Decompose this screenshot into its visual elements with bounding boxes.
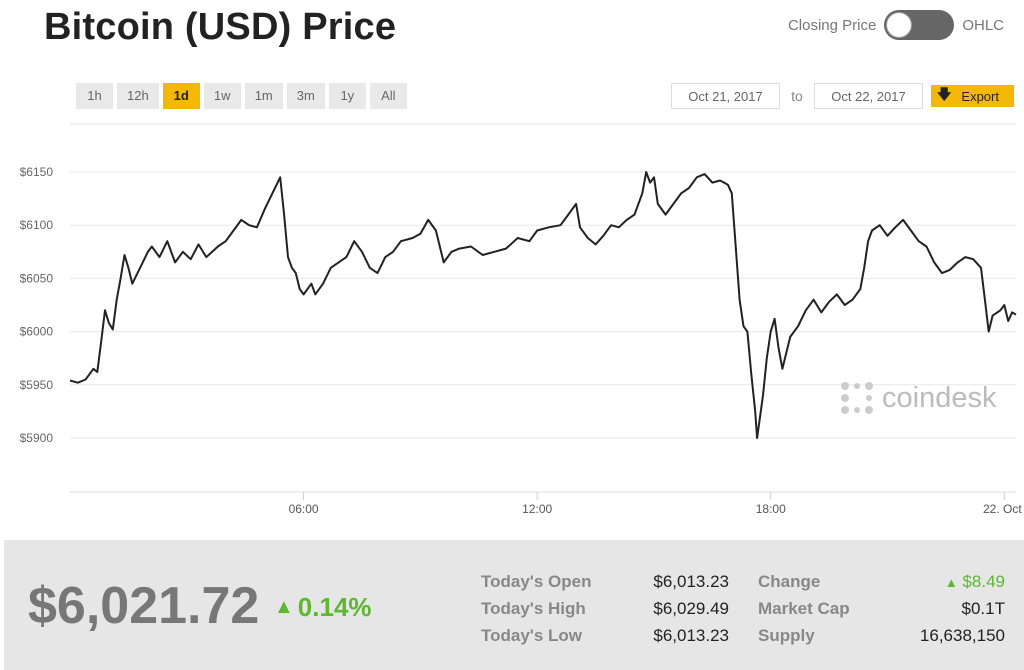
stat-value: $6,013.23 xyxy=(653,571,729,591)
change-value: $8.49 xyxy=(962,571,1005,591)
coindesk-logo-icon xyxy=(841,382,873,414)
stat-row-high: Today's High $6,029.49 xyxy=(481,595,729,622)
x-axis: 06:00 12:00 18:00 22. Oct xyxy=(70,491,1022,516)
y-tick-label: $6000 xyxy=(20,325,54,339)
watermark-text: coindesk xyxy=(882,381,997,414)
range-button-all[interactable]: All xyxy=(369,83,407,109)
stat-label: Supply xyxy=(758,625,815,645)
x-tick-label: 22. Oct xyxy=(983,502,1022,516)
closing-price-label: Closing Price xyxy=(787,16,877,34)
change-percent-value: 0.14% xyxy=(297,592,372,622)
stat-value: 16,638,150 xyxy=(919,625,1005,645)
ohlc-label: OHLC xyxy=(962,16,1004,34)
range-button-1w[interactable]: 1w xyxy=(203,83,241,109)
y-tick-label: $6100 xyxy=(20,218,54,232)
range-selector: 1h 12h 1d 1w 1m 3m 1y All xyxy=(76,83,407,109)
stat-label: Change xyxy=(758,571,821,591)
price-mode-toggle[interactable] xyxy=(884,10,955,40)
range-button-1y[interactable]: 1y xyxy=(328,83,366,109)
y-tick-label: $6050 xyxy=(20,271,54,285)
price-series-line xyxy=(69,171,1017,439)
stat-row-low: Today's Low $6,013.23 xyxy=(481,622,729,649)
page-title: Bitcoin (USD) Price xyxy=(44,6,397,48)
stat-row-supply: Supply 16,638,150 xyxy=(758,622,1005,649)
up-triangle-icon: ▲ xyxy=(944,574,958,590)
stat-value: $6,013.23 xyxy=(653,625,729,645)
stat-row-open: Today's Open $6,013.23 xyxy=(481,568,729,595)
stat-label: Today's High xyxy=(481,598,586,618)
change-percent: ▲ 0.14% xyxy=(274,592,372,623)
coindesk-watermark: coindesk xyxy=(840,381,996,415)
stat-label: Today's Low xyxy=(481,625,583,645)
download-arrow-icon: 🡇 xyxy=(937,86,952,102)
range-button-1h[interactable]: 1h xyxy=(76,83,113,109)
price-summary-panel: $6,021.72 ▲ 0.14% Today's Open $6,013.23… xyxy=(4,540,1024,670)
stat-label: Market Cap xyxy=(758,598,850,618)
from-date-input[interactable] xyxy=(671,83,780,109)
export-label: Export xyxy=(961,88,999,104)
export-button[interactable]: 🡇 Export xyxy=(931,85,1014,107)
stat-value: $0.1T xyxy=(961,598,1005,618)
x-tick-label: 12:00 xyxy=(522,502,552,516)
y-tick-label: $6150 xyxy=(20,165,54,179)
x-tick-label: 18:00 xyxy=(756,502,786,516)
date-to-label: to xyxy=(791,88,803,104)
range-button-3m[interactable]: 3m xyxy=(286,83,325,109)
range-button-1m[interactable]: 1m xyxy=(244,83,283,109)
current-price: $6,021.72 xyxy=(28,577,260,635)
price-line-chart: $5900 $5950 $6000 $6050 $6100 $6150 06:00 12:0… xyxy=(20,123,1022,516)
y-tick-label: $5900 xyxy=(20,431,54,445)
range-button-1d[interactable]: 1d xyxy=(162,83,200,109)
stats-left: Today's Open $6,013.23 Today's High $6,0… xyxy=(481,568,729,649)
stat-value: $6,029.49 xyxy=(653,598,729,618)
stat-row-change: Change ▲ $8.49 xyxy=(758,568,1005,595)
range-button-12h[interactable]: 12h xyxy=(117,83,159,109)
to-date-input[interactable] xyxy=(814,83,923,109)
y-tick-label: $5950 xyxy=(20,378,54,392)
toggle-knob xyxy=(886,12,913,38)
x-tick-label: 06:00 xyxy=(289,502,319,516)
chart-grid xyxy=(70,123,1016,439)
y-axis: $5900 $5950 $6000 $6050 $6100 $6150 xyxy=(20,165,54,445)
date-range: to 🡇 Export xyxy=(671,83,1014,109)
price-mode-toggle-group: Closing Price OHLC xyxy=(788,10,1004,40)
stat-value: ▲ $8.49 xyxy=(945,572,1005,592)
stats-right: Change ▲ $8.49 Market Cap $0.1T Supply 1… xyxy=(758,568,1005,649)
stat-row-market-cap: Market Cap $0.1T xyxy=(758,595,1005,622)
up-triangle-icon: ▲ xyxy=(274,596,294,618)
stat-label: Today's Open xyxy=(481,571,592,591)
